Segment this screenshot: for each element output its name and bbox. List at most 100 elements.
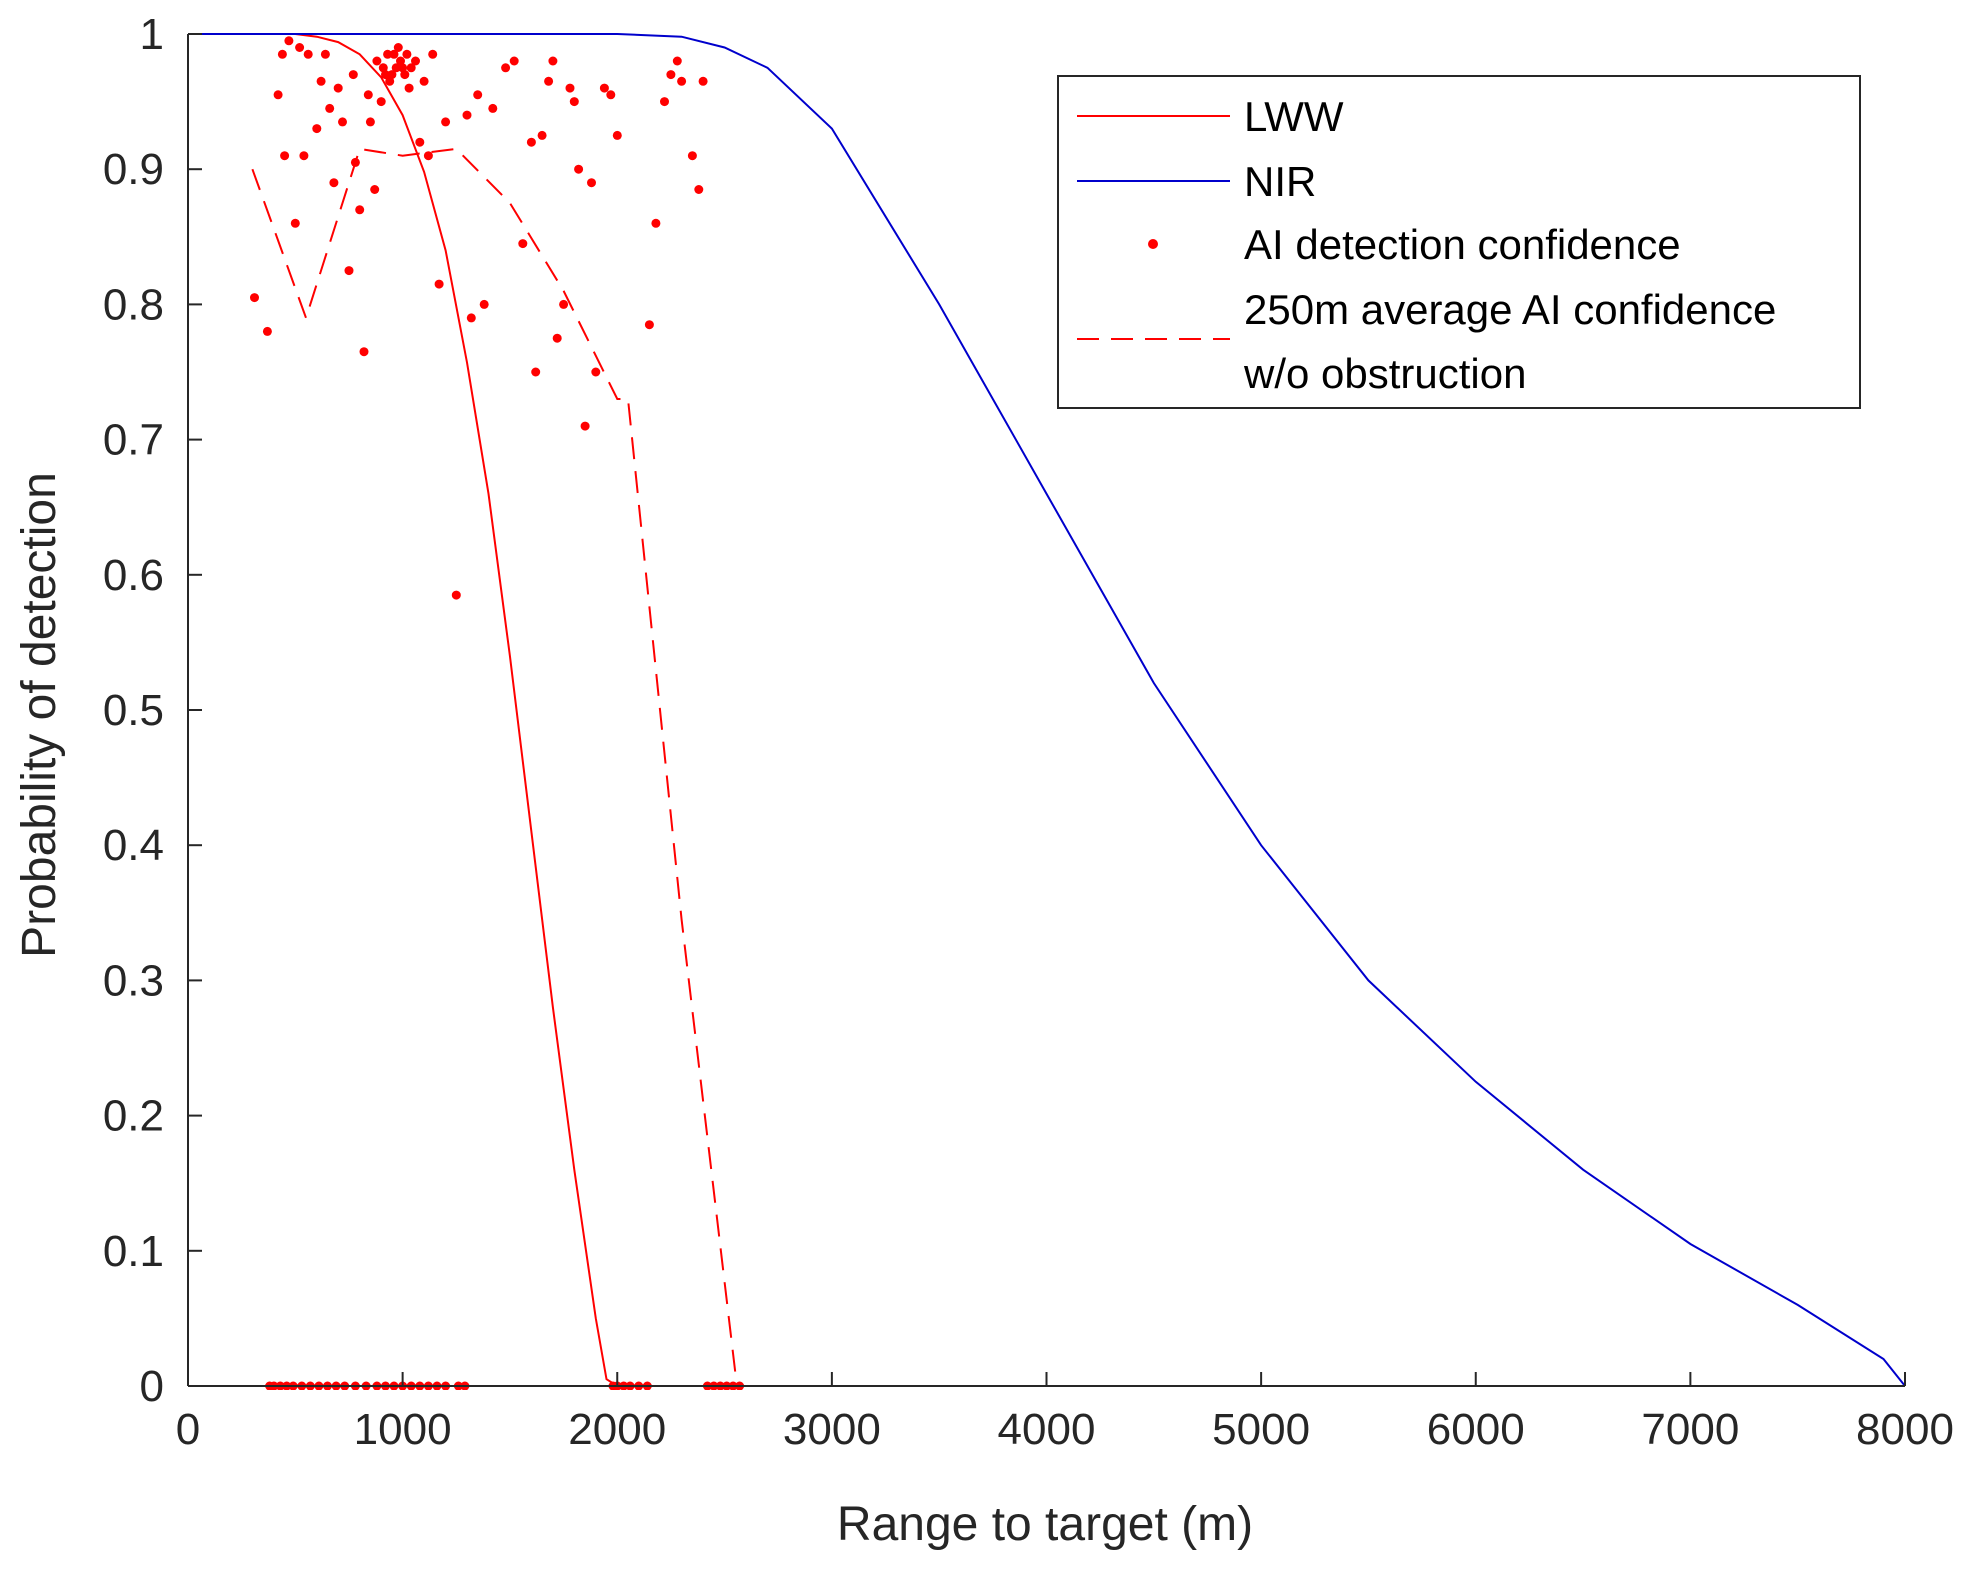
legend-box <box>1057 75 1861 409</box>
series-nir-line <box>188 33 1906 1387</box>
ai-confidence-point <box>544 76 554 86</box>
ai-confidence-point <box>488 103 498 113</box>
y-tick-label: 0 <box>140 1362 164 1411</box>
legend-ai-label: AI detection confidence <box>1244 221 1681 268</box>
x-tick-label: 3000 <box>783 1405 881 1454</box>
x-tick-label: 7000 <box>1641 1405 1739 1454</box>
y-tick-label: 0.2 <box>103 1092 164 1141</box>
ai-confidence-point <box>389 49 399 59</box>
ai-confidence-point <box>651 218 661 228</box>
ai-confidence-point <box>548 56 558 66</box>
ai-confidence-point <box>404 83 414 93</box>
ai-confidence-point <box>295 43 305 52</box>
ai-confidence-point <box>569 97 579 107</box>
ai-confidence-point <box>250 293 259 303</box>
ai-confidence-point <box>531 367 541 377</box>
y-tick-label: 1 <box>140 10 164 59</box>
ai-confidence-point <box>348 70 358 80</box>
ai-confidence-point <box>338 117 347 127</box>
legend-avg-label: 250m average AI confidence <box>1244 286 1776 333</box>
x-tick-label: 0 <box>176 1405 200 1454</box>
y-tick-label: 0.3 <box>103 956 164 1005</box>
ai-confidence-point <box>411 56 420 66</box>
series-group <box>188 33 1906 1390</box>
legend-nir-label: NIR <box>1244 158 1316 205</box>
y-axis-label: Probability of detection <box>13 472 66 958</box>
ai-confidence-point <box>419 76 429 86</box>
ai-confidence-point <box>277 49 287 59</box>
ai-confidence-point <box>372 56 382 66</box>
ai-confidence-point <box>666 70 676 80</box>
ai-confidence-point <box>644 320 654 330</box>
axes: 0 1000 2000 3000 4000 5000 6000 7000 8000 0 0.1 0.2… <box>103 10 1954 1454</box>
ai-confidence-point <box>387 70 397 80</box>
ai-confidence-point <box>329 178 339 188</box>
ai-confidence-point <box>400 70 410 80</box>
ai-confidence-point <box>370 185 380 194</box>
ai-confidence-point <box>273 90 283 100</box>
legend: LWW NIR AI detection confidence 250m ave… <box>1057 75 1861 409</box>
x-tick-label: 2000 <box>568 1405 666 1454</box>
ai-confidence-point <box>694 185 704 194</box>
y-tick-label: 0.5 <box>103 686 164 735</box>
ai-confidence-point <box>462 110 472 120</box>
ai-confidence-point <box>378 63 388 73</box>
ai-confidence-point <box>423 151 433 161</box>
ai-confidence-point <box>451 590 461 600</box>
ai-confidence-point <box>660 97 669 107</box>
ai-confidence-point <box>402 49 412 59</box>
series-avg-dashed-line <box>251 147 737 1373</box>
ai-confidence-point <box>501 63 511 73</box>
ai-confidence-point <box>574 164 584 174</box>
ai-confidence-point <box>355 205 365 215</box>
ai-confidence-point <box>365 117 375 127</box>
ai-confidence-point <box>383 49 393 59</box>
ai-confidence-point <box>537 130 547 140</box>
ai-confidence-point <box>466 313 476 323</box>
ai-confidence-point <box>434 279 444 289</box>
y-tick-label: 0.4 <box>103 821 164 870</box>
ai-confidence-point <box>325 103 335 113</box>
y-tick-label: 0.7 <box>103 416 164 465</box>
ai-confidence-point <box>428 49 438 59</box>
ai-confidence-point <box>391 63 401 73</box>
ai-confidence-point <box>316 76 326 86</box>
ai-confidence-point <box>698 76 708 86</box>
ai-confidence-point <box>559 299 569 309</box>
legend-lww-label: LWW <box>1244 93 1344 140</box>
x-tick-label: 4000 <box>998 1405 1096 1454</box>
ai-confidence-point <box>344 266 354 276</box>
y-tick-label: 0.9 <box>103 145 164 194</box>
ai-confidence-point <box>376 97 386 107</box>
ai-confidence-point <box>591 367 601 377</box>
ai-confidence-point <box>381 70 390 80</box>
ai-confidence-point <box>473 90 483 100</box>
ai-confidence-point <box>441 117 451 127</box>
ai-confidence-point <box>580 421 590 431</box>
y-tick-label: 0.1 <box>103 1227 164 1276</box>
x-tick-label: 5000 <box>1212 1405 1310 1454</box>
ai-confidence-point <box>350 157 360 167</box>
ai-confidence-point <box>320 49 330 59</box>
ai-confidence-point <box>518 239 528 249</box>
ai-confidence-point <box>393 43 403 52</box>
ai-confidence-point <box>396 56 405 66</box>
plot-area <box>188 33 1906 1390</box>
ai-confidence-point <box>479 299 489 309</box>
ai-confidence-point <box>363 90 373 100</box>
ai-confidence-point <box>359 347 369 357</box>
ai-confidence-point <box>312 124 322 134</box>
series-lww-line <box>188 33 725 1387</box>
ai-confidence-point <box>509 56 519 66</box>
y-tick-label: 0.8 <box>103 280 164 329</box>
ai-confidence-point <box>687 151 697 161</box>
ai-confidence-point <box>398 63 408 73</box>
ai-confidence-point <box>299 151 309 161</box>
x-tick-label: 6000 <box>1427 1405 1525 1454</box>
ai-confidence-point <box>587 178 596 188</box>
ai-confidence-point <box>612 130 622 140</box>
ai-confidence-point <box>677 76 687 86</box>
y-tick-label: 0.6 <box>103 551 164 600</box>
legend-ai-swatch <box>1148 239 1158 249</box>
